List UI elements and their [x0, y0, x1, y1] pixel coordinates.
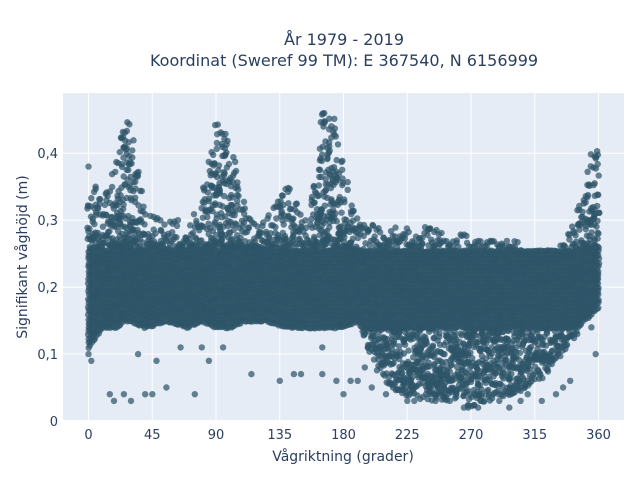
data-point: [152, 230, 159, 237]
data-point: [297, 211, 304, 218]
data-point: [142, 211, 149, 218]
data-point: [338, 209, 345, 216]
data-point: [222, 130, 229, 138]
data-point: [344, 186, 351, 193]
data-point: [99, 223, 107, 230]
data-point: [129, 147, 136, 154]
data-point: [285, 184, 292, 192]
data-point: [96, 195, 104, 203]
data-point: [332, 210, 339, 217]
data-point: [127, 173, 134, 181]
data-point: [376, 229, 384, 236]
data-point: [319, 151, 326, 158]
data-point: [245, 224, 253, 232]
data-point: [405, 228, 412, 236]
data-point: [126, 121, 133, 128]
data-point: [232, 158, 239, 165]
data-point: [108, 183, 116, 191]
data-point: [344, 178, 351, 186]
data-point: [278, 192, 286, 199]
data-point: [213, 145, 220, 153]
data-point: [157, 217, 164, 224]
data-point: [225, 160, 233, 168]
data-point: [173, 234, 180, 241]
data-point: [138, 187, 145, 195]
data-point: [128, 160, 135, 167]
data-point: [265, 212, 272, 219]
data-point: [314, 192, 321, 200]
data-point: [392, 224, 399, 231]
data-point: [125, 139, 132, 146]
data-point: [215, 184, 222, 191]
data-point: [331, 131, 338, 138]
data-point: [174, 217, 182, 224]
data-point: [354, 215, 361, 222]
data-point: [123, 127, 131, 135]
data-point: [141, 221, 148, 228]
data-point: [125, 166, 132, 174]
data-point: [241, 205, 248, 212]
data-point: [220, 172, 228, 179]
data-point: [224, 137, 231, 145]
data-point: [88, 195, 95, 202]
data-point: [310, 199, 318, 206]
data-point: [129, 154, 136, 161]
data-point: [285, 200, 292, 207]
data-point: [112, 168, 119, 176]
data-point: [293, 200, 300, 207]
data-point: [101, 201, 109, 209]
data-point: [234, 197, 241, 205]
data-point: [133, 169, 141, 177]
data-point: [214, 121, 221, 128]
data-point: [190, 211, 198, 218]
data-point: [405, 347, 412, 354]
data-point: [215, 162, 223, 169]
data-point: [135, 202, 142, 209]
data-point: [130, 137, 137, 144]
data-point: [120, 205, 127, 213]
data-point: [334, 141, 342, 148]
data-point: [340, 196, 348, 203]
data-point: [116, 148, 124, 156]
data-point: [240, 198, 248, 205]
data-point: [290, 215, 297, 222]
data-point: [210, 151, 217, 159]
data-point: [132, 178, 139, 185]
data-point: [339, 166, 346, 173]
data-point: [290, 221, 297, 229]
data-point: [315, 182, 322, 189]
data-point: [324, 155, 331, 163]
data-point: [96, 200, 104, 208]
data-point: [173, 222, 181, 230]
data-point: [140, 203, 147, 210]
data-point: [316, 166, 324, 174]
data-point: [91, 220, 98, 228]
data-point: [118, 163, 126, 171]
data-point: [84, 224, 91, 231]
data-point: [161, 221, 168, 228]
data-point: [339, 157, 346, 164]
data-point: [321, 110, 328, 117]
data-point: [331, 125, 339, 132]
data-point: [132, 185, 139, 192]
data-point: [106, 228, 113, 235]
data-point: [272, 223, 279, 231]
data-point: [331, 115, 338, 123]
data-point: [222, 151, 229, 158]
data-points: [84, 110, 603, 411]
data-point: [321, 202, 328, 209]
data-point: [280, 221, 287, 228]
data-point: [302, 217, 309, 224]
data-point: [350, 207, 357, 215]
data-point: [137, 216, 144, 223]
data-point: [232, 167, 240, 175]
data-point: [333, 218, 340, 225]
